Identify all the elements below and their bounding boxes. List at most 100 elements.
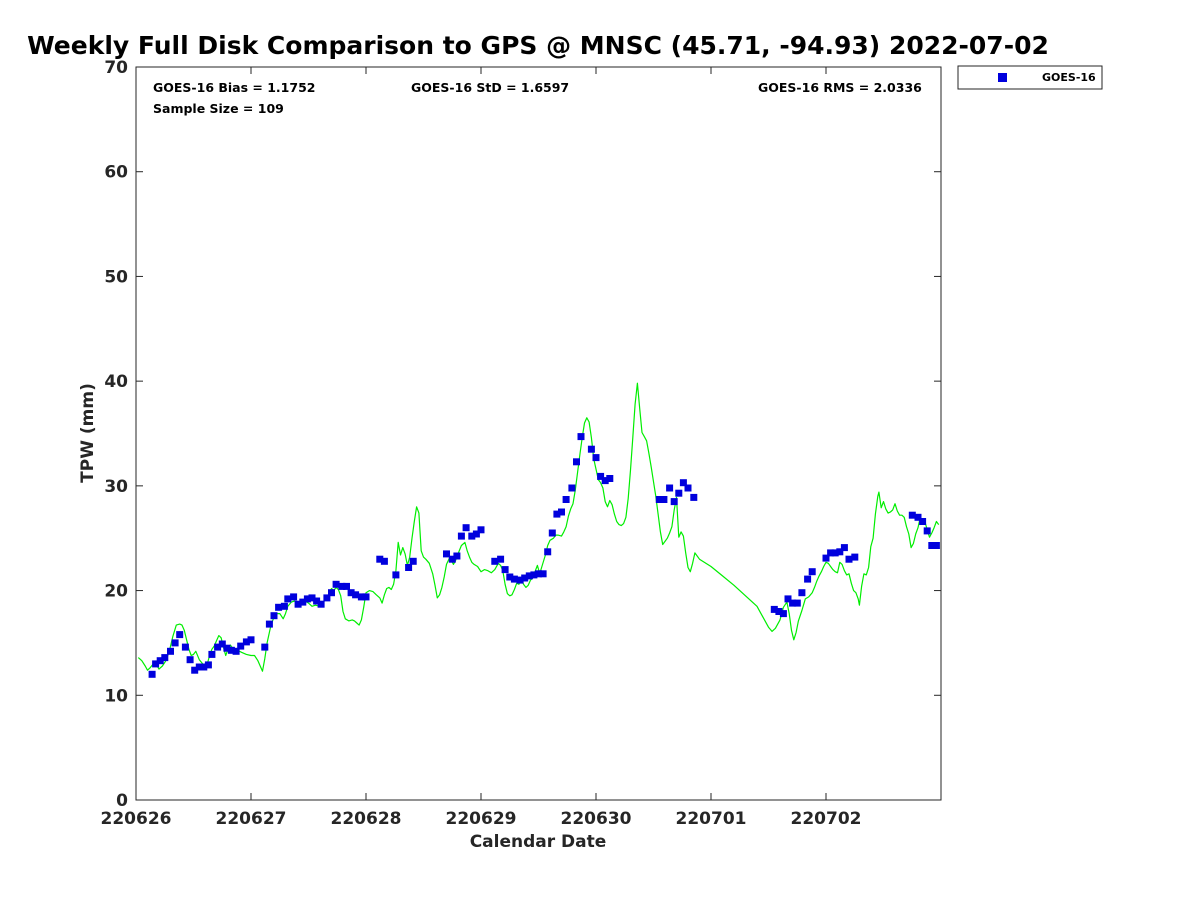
goes-point: [208, 650, 216, 658]
x-tick-label: 220630: [561, 809, 632, 829]
goes-point: [303, 595, 311, 603]
goes-point: [405, 564, 413, 571]
goes-point: [352, 591, 360, 599]
goes-point: [328, 589, 335, 597]
goes-point: [660, 496, 668, 503]
goes-point: [443, 550, 450, 558]
goes-point: [308, 594, 316, 602]
goes-point: [784, 595, 792, 603]
bias-stat: GOES-16 Bias = 1.1752: [153, 80, 315, 95]
goes-point: [357, 593, 365, 601]
goes-point: [477, 526, 485, 534]
legend-label: GOES-16: [1042, 71, 1096, 84]
goes-point: [362, 593, 370, 601]
y-tick-label: 0: [116, 791, 128, 811]
goes-point: [347, 589, 355, 597]
goes-point: [214, 643, 222, 651]
goes-point: [218, 640, 226, 648]
goes-point: [317, 600, 325, 608]
y-tick-label: 30: [104, 477, 128, 497]
y-tick-label: 40: [104, 372, 128, 392]
goes-point: [535, 570, 542, 578]
goes-point: [275, 603, 283, 611]
goes-point: [932, 542, 940, 549]
y-tick-label: 50: [104, 267, 128, 287]
goes-point: [539, 570, 547, 578]
goes-point: [601, 477, 609, 485]
goes-point: [223, 644, 231, 652]
goes-point: [597, 472, 605, 480]
goes-point: [827, 549, 835, 557]
goes-point: [804, 575, 812, 583]
goes-point: [558, 508, 565, 516]
y-tick-label: 10: [104, 686, 128, 706]
y-tick-label: 60: [104, 163, 128, 183]
goes-point: [793, 599, 801, 607]
goes-point: [679, 479, 687, 487]
legend-box: [957, 65, 1103, 90]
goes-point: [670, 498, 678, 506]
goes-point: [530, 571, 538, 579]
gps-line: [137, 382, 940, 672]
goes-point: [237, 642, 245, 650]
goes-point: [462, 524, 470, 532]
goes-point: [227, 646, 235, 654]
sample-size-stat: Sample Size = 109: [153, 101, 284, 116]
goes-point: [323, 594, 331, 602]
goes-point: [148, 670, 156, 678]
goes-point: [521, 574, 529, 582]
goes-point: [176, 631, 184, 639]
goes-point: [690, 493, 698, 501]
goes-point: [808, 568, 816, 576]
goes-point: [242, 638, 250, 646]
goes-point: [376, 555, 384, 563]
goes-point: [332, 580, 340, 588]
goes-point: [472, 530, 480, 538]
goes-point: [247, 636, 255, 644]
y-tick-label: 20: [104, 582, 128, 602]
goes-point: [380, 557, 388, 565]
goes-point: [290, 593, 298, 601]
goes-point: [338, 582, 346, 590]
x-tick-label: 220702: [791, 809, 862, 829]
goes-point: [313, 597, 321, 605]
goes-point: [923, 527, 931, 535]
goes-point: [914, 513, 922, 521]
goes-point: [501, 566, 509, 574]
y-tick-label: 70: [104, 58, 128, 78]
goes-point: [392, 571, 400, 579]
goes-point: [675, 489, 683, 497]
x-tick-label: 220629: [446, 809, 517, 829]
goes-point: [798, 589, 806, 597]
goes-point: [684, 484, 692, 492]
legend: GOES-16: [957, 65, 1103, 90]
std-stat: GOES-16 StD = 1.6597: [411, 80, 569, 95]
goes-point: [152, 660, 160, 668]
rms-stat: GOES-16 RMS = 2.0336: [758, 80, 922, 95]
goes-point: [200, 663, 208, 671]
goes-point: [294, 600, 302, 608]
plot-area: [135, 66, 942, 801]
goes-point: [181, 643, 189, 651]
chart-title: Weekly Full Disk Comparison to GPS @ MNS…: [27, 31, 1049, 60]
goes-point: [587, 445, 595, 453]
goes-point: [779, 610, 787, 618]
goes-point: [516, 576, 524, 584]
goes-point: [171, 639, 179, 647]
goes-point: [204, 661, 212, 669]
goes-point: [280, 602, 288, 610]
goes-point: [789, 599, 797, 607]
goes-point: [840, 544, 848, 552]
goes-point: [573, 458, 580, 466]
goes-point: [448, 555, 456, 563]
x-axis: 220626 220627 220628 220629 220630 220701 2207…: [101, 67, 862, 829]
goes-point: [284, 595, 292, 603]
goes-point: [270, 612, 278, 620]
goes-point: [167, 647, 174, 655]
goes-point: [548, 529, 556, 537]
x-tick-label: 220628: [331, 809, 402, 829]
goes-point: [510, 575, 518, 583]
goes-point: [908, 511, 916, 519]
legend-marker: [998, 73, 1007, 82]
